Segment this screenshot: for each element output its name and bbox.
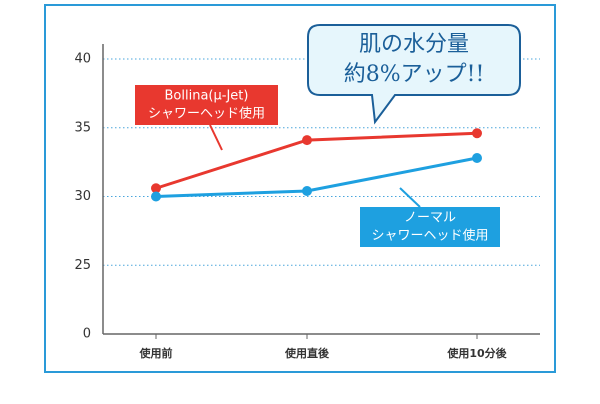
point bbox=[472, 153, 482, 163]
point bbox=[472, 128, 482, 139]
legend-label: ノーマル bbox=[404, 211, 456, 226]
point bbox=[302, 135, 312, 146]
legend-label: シャワーヘッド使用 bbox=[371, 228, 488, 244]
y-tick-label: 35 bbox=[74, 120, 91, 135]
point bbox=[151, 191, 161, 202]
point bbox=[302, 186, 312, 196]
legend-box bbox=[135, 85, 278, 125]
legend-label: シャワーヘッド使用 bbox=[148, 106, 265, 122]
x-tick-label: 使用直後 bbox=[284, 346, 330, 360]
point bbox=[151, 183, 161, 194]
callout-text: 肌の水分量 bbox=[359, 32, 469, 57]
label-leader bbox=[399, 187, 421, 208]
callout-text: 約8%アップ!! bbox=[344, 62, 485, 87]
legend-label: Bollina(μ-Jet) bbox=[165, 89, 249, 104]
x-tick-label: 使用10分後 bbox=[446, 346, 507, 360]
callout bbox=[307, 24, 521, 125]
y-tick-label: 30 bbox=[74, 189, 91, 204]
label-leader bbox=[209, 124, 223, 151]
legend-box bbox=[360, 207, 500, 247]
x-tick-label: 使用前 bbox=[139, 346, 173, 360]
y-tick-label: 25 bbox=[74, 258, 91, 273]
y-tick-label: 40 bbox=[74, 52, 91, 67]
y-tick-label: 0 bbox=[83, 327, 91, 342]
